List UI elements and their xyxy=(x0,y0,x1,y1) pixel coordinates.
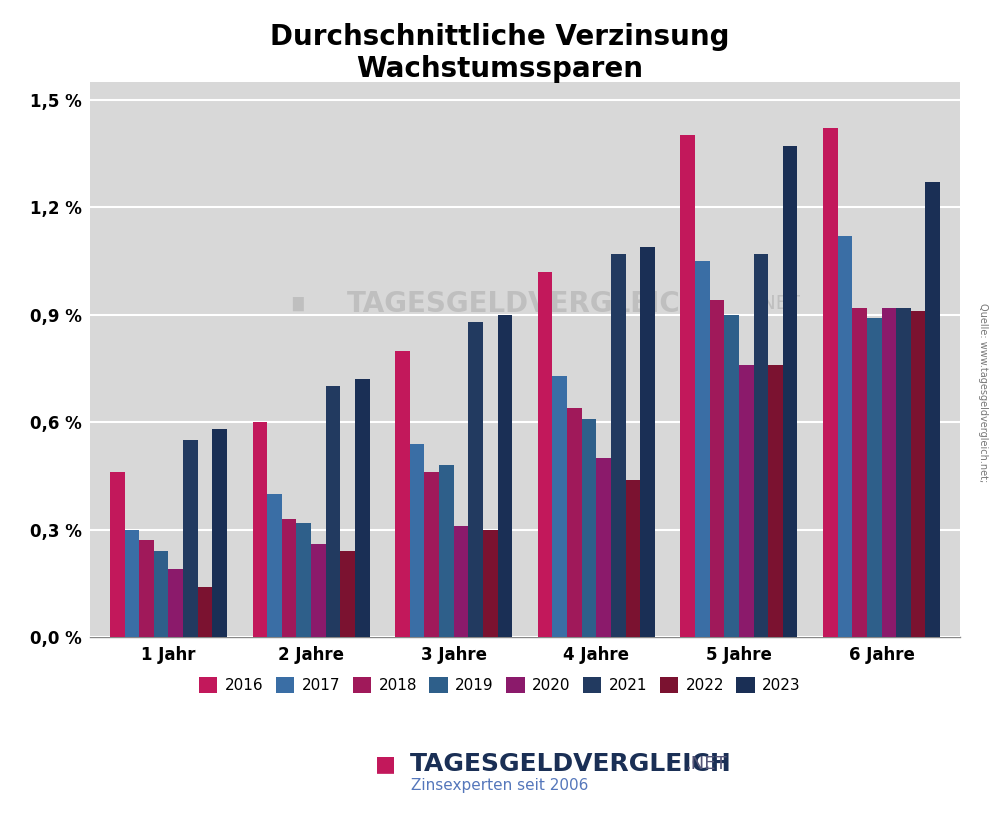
Text: .NET: .NET xyxy=(685,755,727,773)
Bar xyxy=(680,136,695,637)
Bar xyxy=(110,472,125,637)
Bar xyxy=(596,458,611,637)
Bar xyxy=(424,472,439,637)
Text: TAGESGELDVERGLEICH: TAGESGELDVERGLEICH xyxy=(347,290,703,318)
Bar xyxy=(724,315,739,637)
Bar xyxy=(640,247,655,637)
Bar xyxy=(183,440,198,637)
Bar xyxy=(326,386,340,637)
Bar xyxy=(125,529,139,637)
Bar xyxy=(253,422,267,637)
Bar xyxy=(454,526,468,637)
Bar xyxy=(626,480,640,637)
Bar xyxy=(896,307,911,637)
Bar xyxy=(296,523,311,637)
Bar xyxy=(695,261,710,637)
Bar xyxy=(768,365,783,637)
Bar xyxy=(911,311,925,637)
Legend: 2016, 2017, 2018, 2019, 2020, 2021, 2022, 2023: 2016, 2017, 2018, 2019, 2020, 2021, 2022… xyxy=(193,671,807,699)
Bar xyxy=(355,379,370,637)
Bar xyxy=(567,408,582,637)
Bar xyxy=(852,307,867,637)
Bar xyxy=(168,569,183,637)
Bar xyxy=(882,307,896,637)
Bar xyxy=(198,587,212,637)
Bar xyxy=(340,551,355,637)
Bar xyxy=(439,465,454,637)
Bar xyxy=(395,350,410,637)
Bar xyxy=(710,301,724,637)
Bar xyxy=(552,376,567,637)
Bar xyxy=(783,146,797,637)
Text: Quelle: www.tagesgeldvergleich.net;: Quelle: www.tagesgeldvergleich.net; xyxy=(978,302,988,482)
Bar xyxy=(483,529,498,637)
Bar xyxy=(538,272,552,637)
Bar xyxy=(410,444,424,637)
Bar xyxy=(838,236,852,637)
Bar xyxy=(867,319,882,637)
Bar xyxy=(582,418,596,637)
Bar xyxy=(498,315,512,637)
Bar xyxy=(468,322,483,637)
Text: █: █ xyxy=(293,297,303,311)
Text: Zinsexperten seit 2006: Zinsexperten seit 2006 xyxy=(411,779,589,793)
Bar xyxy=(754,254,768,637)
Text: ■: ■ xyxy=(374,754,396,774)
Bar xyxy=(823,128,838,637)
Text: .NET: .NET xyxy=(756,294,801,314)
Bar xyxy=(282,519,296,637)
Bar xyxy=(739,365,754,637)
Bar xyxy=(154,551,168,637)
Text: TAGESGELDVERGLEICH: TAGESGELDVERGLEICH xyxy=(410,752,732,776)
Text: Durchschnittliche Verzinsung
Wachstumssparen: Durchschnittliche Verzinsung Wachstumssp… xyxy=(270,23,730,83)
Bar xyxy=(925,182,940,637)
Bar xyxy=(212,430,227,637)
Bar xyxy=(311,544,326,637)
Bar xyxy=(267,494,282,637)
Bar xyxy=(611,254,626,637)
Bar xyxy=(139,541,154,637)
